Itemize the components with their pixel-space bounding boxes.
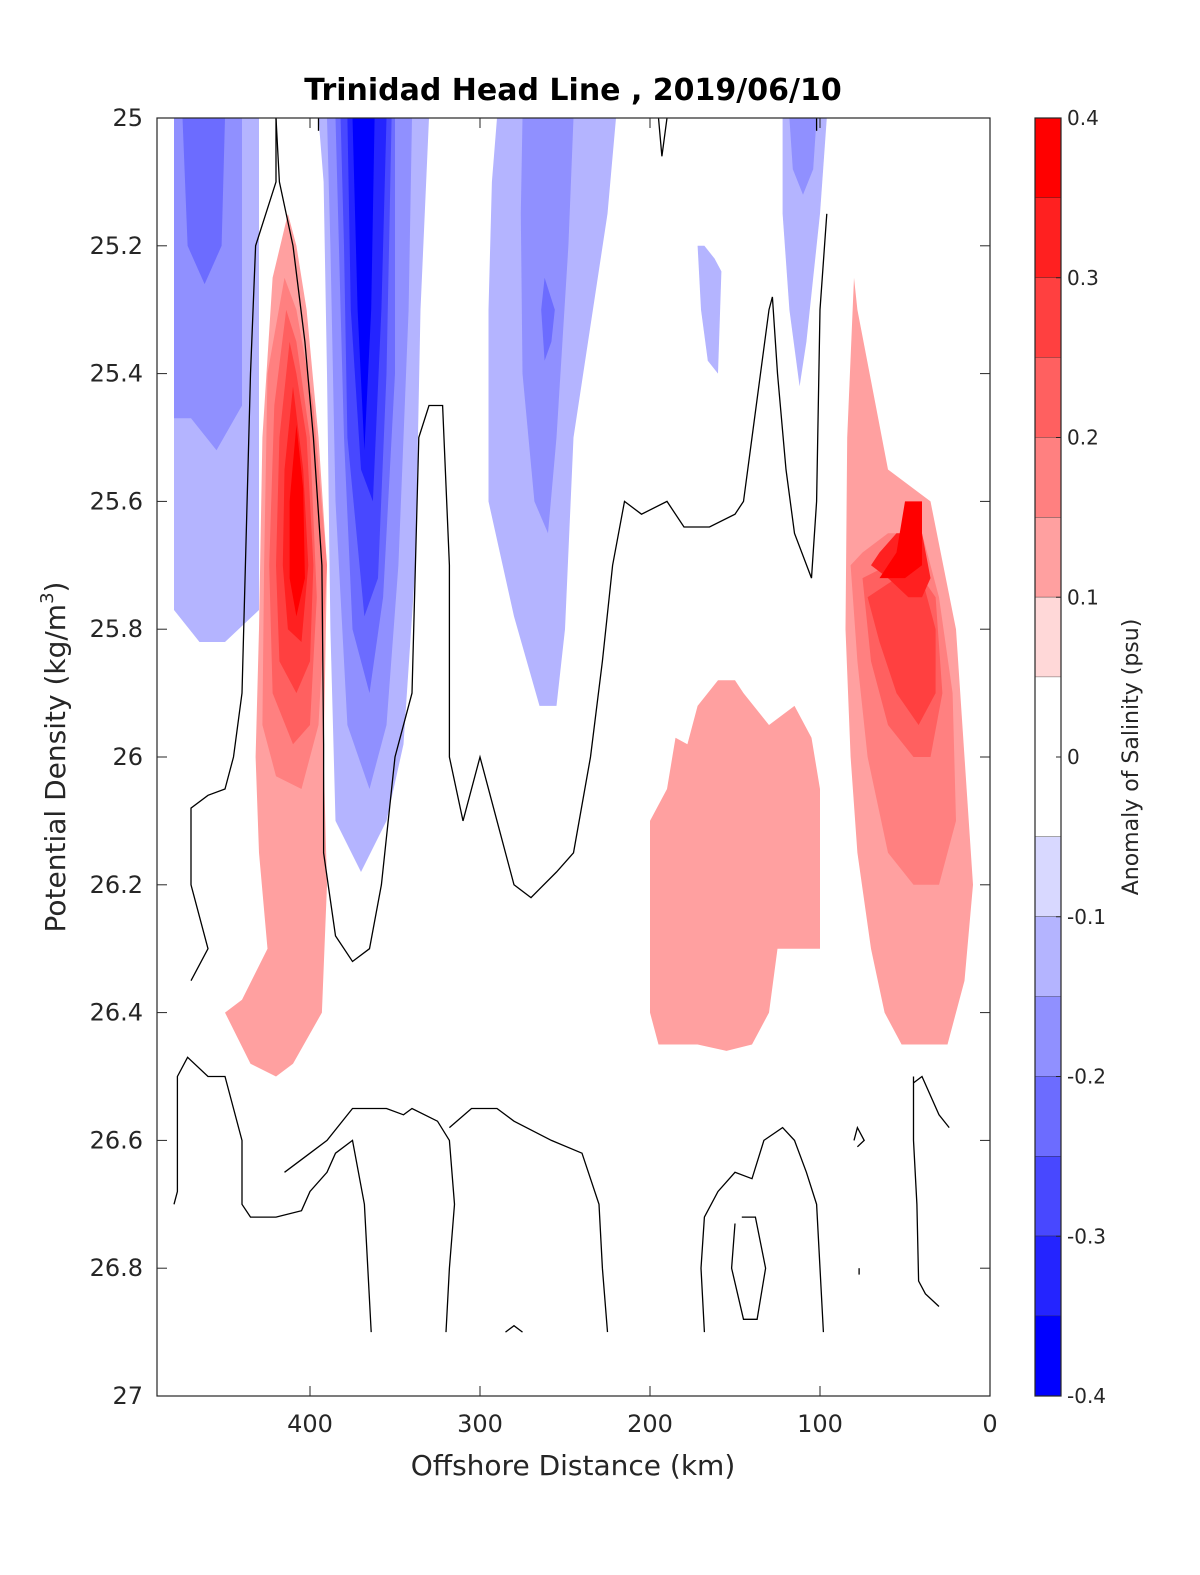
x-tick-label-2: 200: [627, 1410, 673, 1438]
x-axis-ticks: 400 300 200 100 0: [287, 118, 998, 1438]
colorbar-tick-label-2: 0.2: [1067, 426, 1099, 450]
colorbar-tick-label-7: -0.3: [1067, 1224, 1106, 1248]
colorbar-band-14: [1035, 1316, 1061, 1396]
y-tick-label-1: 25.2: [90, 232, 143, 260]
y-tick-label-9: 26.8: [90, 1254, 143, 1282]
colorbar-band-0: [1035, 118, 1061, 198]
y-axis-label-close: ): [39, 582, 72, 593]
y-tick-label-5: 26: [112, 743, 143, 771]
y-axis-ticks: 25 25.2 25.4 25.6 25.8 26 26.2 26.4 26.6 26.8 27: [90, 104, 990, 1410]
filled-region-20: [289, 424, 305, 617]
colorbar-tick-label-0: 0.4: [1067, 106, 1099, 130]
colorbar: [1035, 118, 1061, 1397]
y-tick-label-0: 25: [112, 104, 143, 132]
colorbar-band-12: [1035, 1156, 1061, 1237]
colorbar-tick-label-6: -0.2: [1067, 1065, 1106, 1089]
filled-region-13: [782, 118, 827, 387]
x-tick-label-4: 0: [982, 1410, 997, 1438]
contour-line-0: [190, 118, 277, 982]
contour-line-14: [912, 1076, 940, 1307]
filled-region-21: [650, 680, 820, 1051]
colorbar-band-1: [1035, 197, 1061, 278]
x-axis-label: Offshore Distance (km): [411, 1449, 736, 1482]
y-tick-label-7: 26.4: [90, 999, 143, 1027]
filled-region-27: [879, 501, 922, 579]
contour-line-9: [700, 1126, 825, 1333]
y-axis-label: Potential Density (kg/m3): [37, 582, 72, 933]
y-tick-label-3: 25.6: [90, 487, 143, 515]
x-tick-label-0: 400: [287, 1410, 333, 1438]
contour-line-10: [730, 1216, 767, 1320]
colorbar-tick-label-8: -0.4: [1067, 1384, 1106, 1408]
colorbar-band-5: [1035, 517, 1061, 598]
chart-title: Trinidad Head Line , 2019/06/10: [304, 73, 841, 108]
contour-line-2: [657, 118, 668, 157]
contour-line-6: [284, 1107, 456, 1333]
filled-region-8: [352, 118, 375, 451]
x-tick-label-3: 100: [797, 1410, 843, 1438]
filled-region-2: [182, 118, 225, 285]
colorbar-band-8: [1035, 836, 1061, 917]
colorbar-tick-label-3: 0.1: [1067, 585, 1099, 609]
colorbar-band-13: [1035, 1236, 1061, 1317]
zero-contour-lines: [173, 118, 950, 1333]
y-axis-label-superscript: 3: [37, 592, 58, 603]
colorbar-band-3: [1035, 357, 1061, 438]
colorbar-band-6: [1035, 597, 1061, 678]
filled-region-14: [789, 118, 817, 195]
filled-region-11: [541, 277, 555, 361]
colorbar-tick-label-4: 0: [1067, 745, 1080, 769]
colorbar-band-9: [1035, 916, 1061, 997]
colorbar-label: Anomaly of Salinity (psu): [1119, 619, 1144, 896]
x-tick-label-1: 300: [457, 1410, 503, 1438]
colorbar-band-4: [1035, 437, 1061, 518]
colorbar-band-2: [1035, 277, 1061, 358]
y-tick-label-4: 25.8: [90, 615, 143, 643]
y-tick-label-8: 26.6: [90, 1126, 143, 1154]
contour-line-11: [853, 1125, 866, 1148]
colorbar-band-11: [1035, 1076, 1061, 1157]
y-tick-label-6: 26.2: [90, 871, 143, 899]
contour-line-7: [448, 1107, 609, 1333]
filled-contour-regions: [174, 118, 973, 1077]
colorbar-tick-label-5: -0.1: [1067, 905, 1106, 929]
y-tick-label-10: 27: [112, 1382, 143, 1410]
contour-line-1: [275, 118, 828, 963]
colorbar-band-10: [1035, 996, 1061, 1077]
y-axis-label-main: Potential Density (kg/m: [39, 604, 72, 933]
colorbar-ticks: 0.4 0.3 0.2 0.1 0 -0.1 -0.2 -0.3 -0.4: [1056, 106, 1106, 1408]
filled-region-25: [867, 578, 936, 725]
y-tick-label-2: 25.4: [90, 360, 143, 388]
contour-line-5: [173, 1056, 372, 1333]
contour-line-8: [505, 1324, 523, 1333]
colorbar-tick-label-1: 0.3: [1067, 266, 1099, 290]
contour-line-13: [913, 1075, 950, 1129]
filled-region-12: [697, 245, 722, 374]
